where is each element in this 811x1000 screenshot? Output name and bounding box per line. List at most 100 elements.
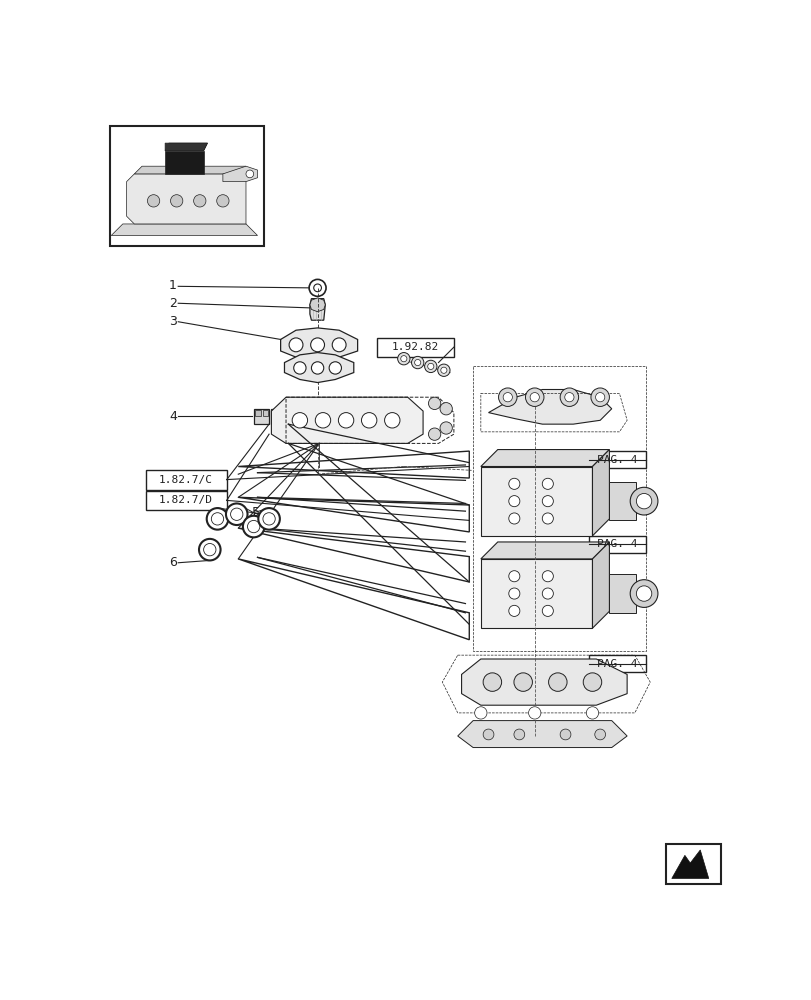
Circle shape <box>542 571 552 582</box>
Circle shape <box>211 513 223 525</box>
Circle shape <box>328 362 341 374</box>
Circle shape <box>590 388 609 406</box>
Circle shape <box>384 413 400 428</box>
Circle shape <box>542 496 552 507</box>
Circle shape <box>542 513 552 524</box>
Circle shape <box>338 413 354 428</box>
Bar <box>272 410 282 416</box>
Circle shape <box>170 195 182 207</box>
Polygon shape <box>671 850 708 878</box>
Circle shape <box>294 362 306 374</box>
Polygon shape <box>310 299 325 320</box>
Circle shape <box>525 388 543 406</box>
Circle shape <box>242 516 264 537</box>
Text: PAG. 4: PAG. 4 <box>596 539 637 549</box>
Text: 1: 1 <box>169 279 177 292</box>
Circle shape <box>564 393 573 402</box>
Circle shape <box>508 496 519 507</box>
Circle shape <box>440 403 452 415</box>
Circle shape <box>289 338 303 352</box>
Circle shape <box>530 393 539 402</box>
Circle shape <box>247 520 260 533</box>
Circle shape <box>411 356 423 369</box>
Polygon shape <box>461 659 626 705</box>
Polygon shape <box>609 574 636 613</box>
Circle shape <box>148 195 160 207</box>
Circle shape <box>560 729 570 740</box>
Circle shape <box>204 544 216 556</box>
Circle shape <box>594 393 604 402</box>
Circle shape <box>361 413 376 428</box>
Bar <box>588 451 646 468</box>
Circle shape <box>498 388 517 406</box>
Circle shape <box>542 588 552 599</box>
Polygon shape <box>480 450 609 466</box>
Polygon shape <box>111 224 257 235</box>
Bar <box>665 844 720 884</box>
Polygon shape <box>165 151 204 174</box>
Bar <box>588 655 646 672</box>
Polygon shape <box>134 166 246 174</box>
Bar <box>255 410 261 416</box>
Circle shape <box>424 360 436 373</box>
Circle shape <box>513 673 532 691</box>
Text: 2: 2 <box>169 297 177 310</box>
Circle shape <box>401 356 406 362</box>
Circle shape <box>332 338 345 352</box>
Polygon shape <box>165 143 208 151</box>
Circle shape <box>258 508 280 530</box>
Circle shape <box>230 508 242 520</box>
Circle shape <box>508 513 519 524</box>
Circle shape <box>311 362 324 374</box>
Polygon shape <box>281 328 357 360</box>
Polygon shape <box>127 174 246 224</box>
Polygon shape <box>253 409 268 424</box>
Circle shape <box>263 513 275 525</box>
Bar <box>588 536 646 553</box>
Text: 4: 4 <box>169 410 177 423</box>
Text: PAG. 4: PAG. 4 <box>596 659 637 669</box>
Circle shape <box>246 170 253 178</box>
Polygon shape <box>165 143 208 151</box>
Circle shape <box>636 493 651 509</box>
Polygon shape <box>457 721 626 748</box>
Circle shape <box>315 413 330 428</box>
Circle shape <box>428 397 440 410</box>
Circle shape <box>428 428 440 440</box>
Polygon shape <box>609 482 636 520</box>
Circle shape <box>217 195 229 207</box>
Circle shape <box>582 673 601 691</box>
Bar <box>109 126 264 246</box>
Polygon shape <box>310 298 325 312</box>
Circle shape <box>508 571 519 582</box>
Circle shape <box>437 364 449 376</box>
Circle shape <box>414 359 420 366</box>
Bar <box>376 338 453 357</box>
Bar <box>263 410 267 416</box>
Polygon shape <box>222 166 257 182</box>
Polygon shape <box>592 542 609 628</box>
Circle shape <box>292 413 307 428</box>
Circle shape <box>636 586 651 601</box>
Circle shape <box>586 707 598 719</box>
Circle shape <box>513 729 524 740</box>
Polygon shape <box>284 353 354 383</box>
Polygon shape <box>480 559 592 628</box>
Circle shape <box>207 508 228 530</box>
Text: 1.82.7/D: 1.82.7/D <box>159 495 212 505</box>
Circle shape <box>542 478 552 489</box>
Circle shape <box>629 580 657 607</box>
Circle shape <box>508 588 519 599</box>
Text: 3: 3 <box>169 315 177 328</box>
Text: 1.82.7/C: 1.82.7/C <box>159 475 212 485</box>
Circle shape <box>440 422 452 434</box>
Circle shape <box>594 729 605 740</box>
Circle shape <box>397 353 410 365</box>
Circle shape <box>560 388 578 406</box>
Polygon shape <box>480 542 609 559</box>
Circle shape <box>427 363 433 369</box>
Circle shape <box>542 605 552 616</box>
Text: 6: 6 <box>169 556 177 569</box>
Circle shape <box>503 393 512 402</box>
Text: 5: 5 <box>252 506 260 519</box>
